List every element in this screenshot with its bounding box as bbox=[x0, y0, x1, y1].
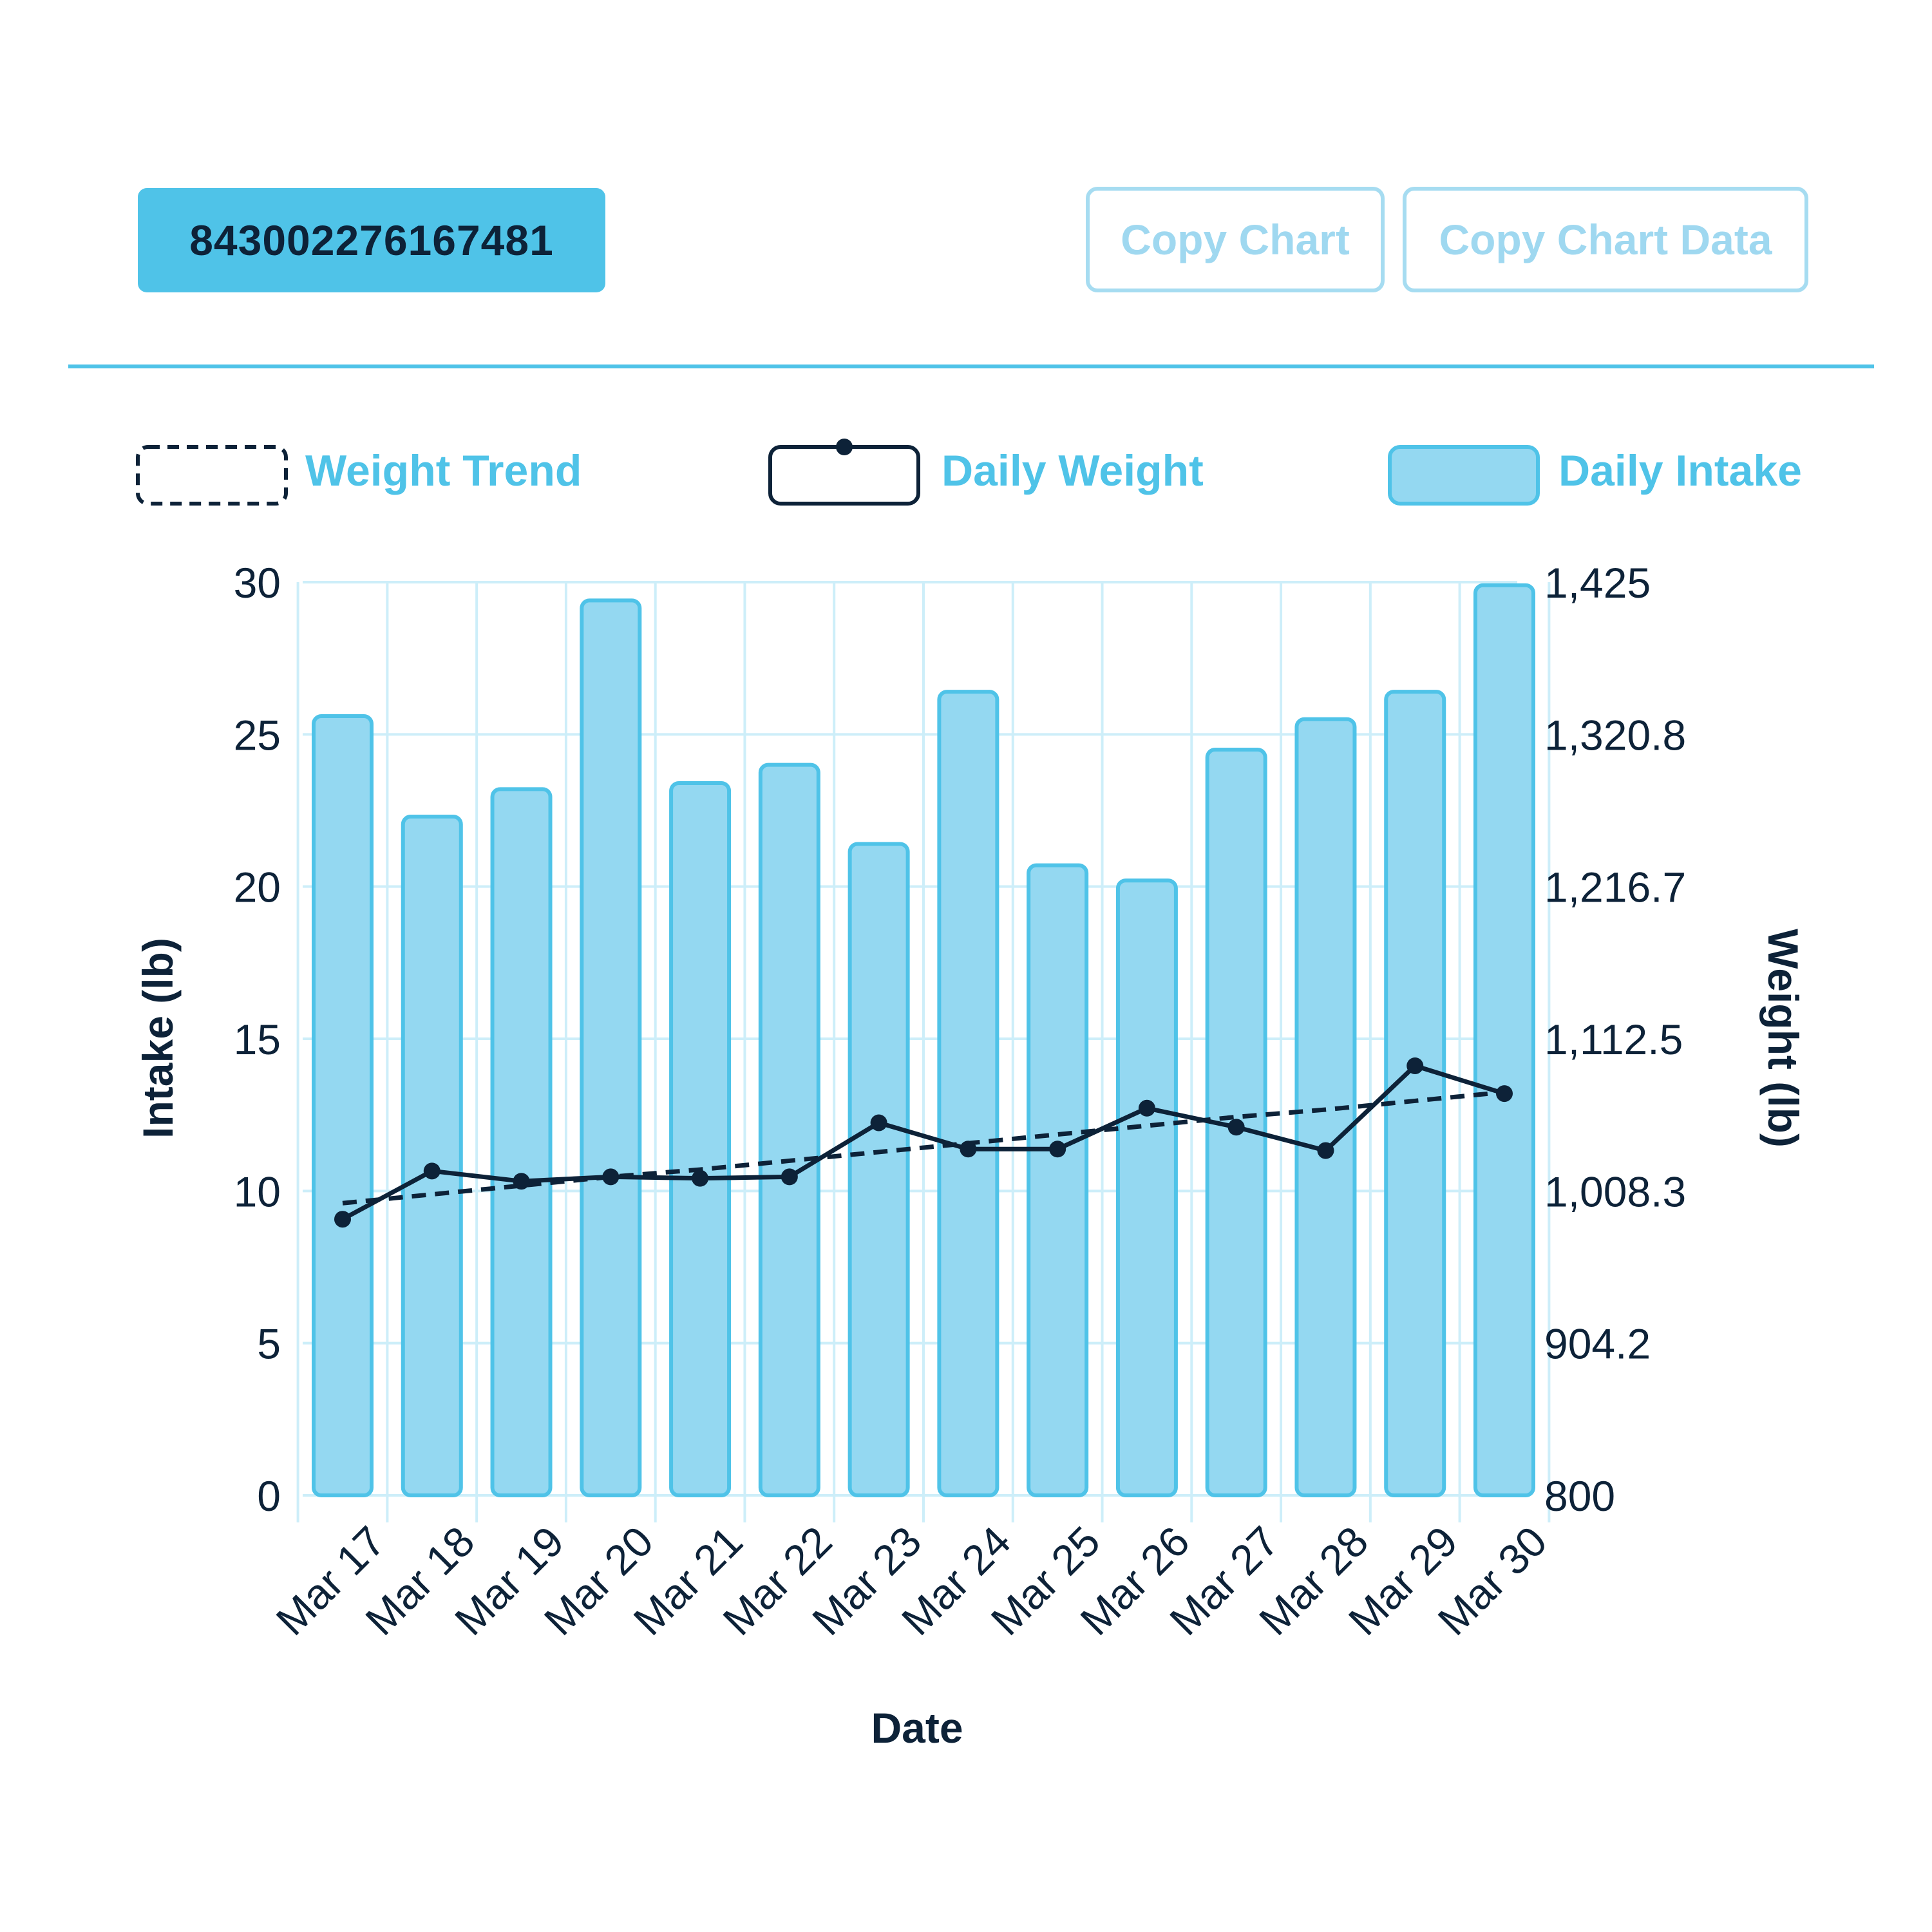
bar-daily-intake bbox=[312, 714, 374, 1497]
daily-weight-point bbox=[1406, 1057, 1424, 1074]
y-axis-title: Intake (lb) bbox=[134, 938, 182, 1139]
y2-tick-label: 1,216.7 bbox=[1544, 864, 1686, 911]
y-tick-label: 25 bbox=[234, 711, 281, 759]
bar-daily-intake bbox=[1384, 690, 1446, 1497]
daily-weight-point bbox=[513, 1173, 530, 1190]
daily-weight-point bbox=[423, 1162, 440, 1180]
bar-daily-intake bbox=[1294, 717, 1357, 1497]
x-axis-title: Date bbox=[871, 1704, 963, 1752]
copy-chart-button[interactable]: Copy Chart bbox=[1086, 187, 1385, 292]
bar-daily-intake bbox=[490, 787, 553, 1497]
bar-daily-intake bbox=[401, 814, 463, 1497]
daily-weight-point bbox=[692, 1170, 709, 1187]
y-tick-label: 15 bbox=[234, 1016, 281, 1063]
daily-weight-point bbox=[1227, 1119, 1245, 1136]
header-divider bbox=[68, 365, 1874, 368]
daily-weight-point bbox=[1049, 1141, 1066, 1158]
legend-daily-weight-label: Daily Weight bbox=[942, 446, 1204, 495]
chart-id-badge: 843002276167481 bbox=[138, 188, 605, 292]
copy-chart-data-button[interactable]: Copy Chart Data bbox=[1403, 187, 1808, 292]
daily-weight-line bbox=[341, 1063, 1506, 1222]
bar-daily-intake bbox=[848, 842, 910, 1497]
legend-daily-weight-marker bbox=[836, 439, 853, 455]
bar-daily-intake bbox=[1473, 583, 1535, 1497]
y2-tick-label: 904.2 bbox=[1544, 1320, 1651, 1368]
bar-daily-intake bbox=[1115, 878, 1178, 1498]
bar-daily-intake bbox=[758, 762, 820, 1497]
y2-tick-label: 1,008.3 bbox=[1544, 1168, 1686, 1215]
bar-daily-intake bbox=[669, 781, 732, 1497]
legend-daily-intake-swatch bbox=[1388, 445, 1540, 506]
daily-weight-point bbox=[870, 1114, 887, 1132]
daily-weight-point bbox=[334, 1211, 351, 1228]
y2-tick-label: 1,112.5 bbox=[1544, 1016, 1683, 1063]
daily-weight-point bbox=[1138, 1099, 1155, 1117]
bar-daily-intake bbox=[937, 690, 999, 1497]
daily-weight-point bbox=[1317, 1142, 1334, 1159]
legend-daily-intake-label: Daily Intake bbox=[1558, 446, 1802, 495]
daily-weight-point bbox=[960, 1141, 977, 1158]
y-tick-label: 20 bbox=[234, 864, 281, 911]
legend-daily-weight-swatch bbox=[768, 445, 920, 506]
y2-tick-label: 800 bbox=[1544, 1472, 1615, 1520]
daily-weight-point bbox=[602, 1168, 620, 1186]
y-tick-label: 30 bbox=[234, 559, 281, 607]
y-tick-label: 10 bbox=[234, 1168, 281, 1215]
legend-weight-trend-label: Weight Trend bbox=[305, 446, 582, 495]
bar-daily-intake bbox=[580, 598, 642, 1497]
y2-tick-label: 1,425 bbox=[1544, 559, 1651, 607]
y-tick-label: 5 bbox=[257, 1320, 281, 1368]
weight-trend-line bbox=[342, 1090, 1505, 1206]
legend-weight-trend-swatch bbox=[136, 445, 288, 506]
y-tick-label: 0 bbox=[257, 1472, 281, 1520]
daily-weight-point bbox=[1496, 1085, 1513, 1103]
daily-weight-point bbox=[781, 1168, 798, 1186]
y2-axis-title: Weight (lb) bbox=[1759, 929, 1807, 1148]
bar-daily-intake bbox=[1027, 863, 1089, 1497]
y2-tick-label: 1,320.8 bbox=[1544, 711, 1686, 759]
